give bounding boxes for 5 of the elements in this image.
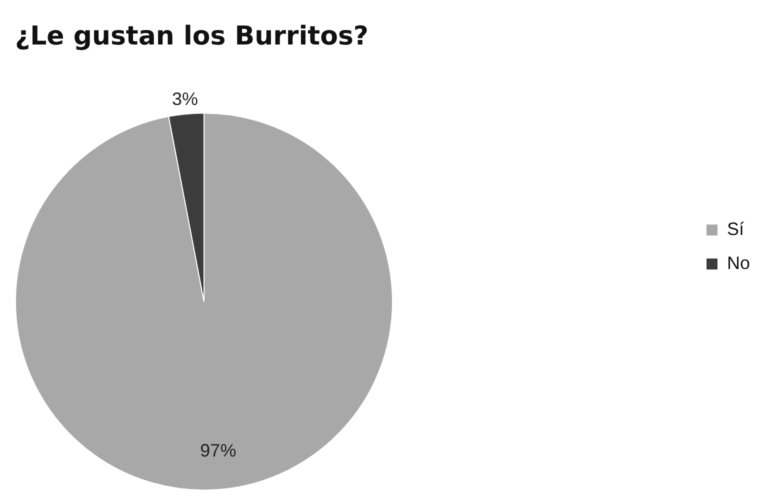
legend-label: No (727, 252, 750, 273)
chart-title: ¿Le gustan los Burritos? (15, 21, 369, 52)
legend-label: Sí (727, 218, 744, 239)
data-label: 97% (200, 440, 236, 461)
data-label: 3% (172, 88, 198, 109)
